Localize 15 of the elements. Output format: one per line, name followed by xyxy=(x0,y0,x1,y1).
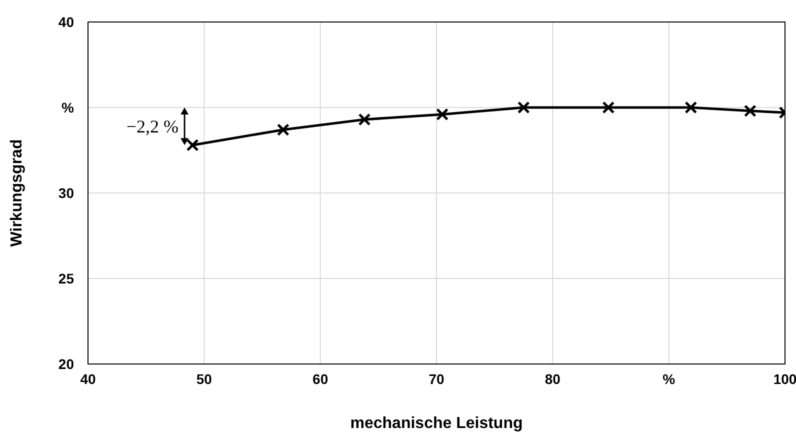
y-tick-label: 40 xyxy=(58,14,74,30)
x-tick-label: 70 xyxy=(428,370,444,387)
y-tick-label: % xyxy=(62,99,75,116)
annotation: −2,2 % xyxy=(126,116,179,136)
y-tick-label: 25 xyxy=(58,270,74,286)
x-tick-label: 40 xyxy=(80,370,96,387)
x-tick-label: 80 xyxy=(544,370,561,387)
x-tick-label: 50 xyxy=(196,370,212,387)
x-tick-label: 100 xyxy=(773,370,796,387)
y-tick-label: 20 xyxy=(58,356,74,372)
x-tick-label: 60 xyxy=(312,370,328,387)
x-axis-title: mechanische Leistung xyxy=(350,415,523,432)
y-axis-title: Wirkungsgrad xyxy=(8,139,26,247)
x-tick-label: % xyxy=(662,370,676,387)
y-tick-label: 30 xyxy=(58,184,74,201)
